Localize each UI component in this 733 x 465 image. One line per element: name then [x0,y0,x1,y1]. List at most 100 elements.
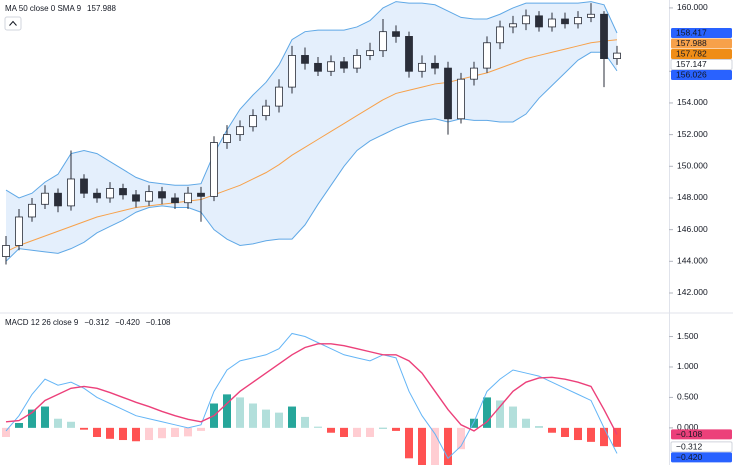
histogram-bar [405,427,413,459]
histogram-bar [2,427,10,437]
candle-body [483,42,491,69]
candle-body [223,134,231,143]
y-tick-label: 148.000 [677,192,708,202]
candle-body [106,188,114,199]
y-tick-label: 144.000 [677,256,708,266]
histogram-bar [470,418,478,428]
y-tick-label: 0.000 [677,422,699,432]
candle-body [54,192,62,207]
price-badge-label: −0.420 [676,452,703,462]
histogram-bar [15,422,23,428]
histogram-bar [587,427,595,442]
price-badge-label: 157.988 [676,38,707,48]
candle-body [145,191,153,202]
histogram-bar [93,427,101,437]
candle-body [379,31,387,52]
price-badge-label: 158.417 [676,28,707,38]
macd-line [5,332,618,460]
histogram-bar [379,427,387,429]
histogram-bar [54,418,62,428]
candle-body [392,31,400,37]
candle-body [67,178,75,207]
histogram-bar [288,406,296,428]
histogram-bar [197,427,205,431]
price-badge-label: 156.026 [676,70,707,80]
histogram-bar [522,418,530,428]
collapse-icon [9,20,17,26]
price-badge-label: −0.108 [676,429,703,439]
candle-body [574,17,582,25]
histogram-bar [392,427,400,431]
candle-body [314,62,322,72]
histogram-bar [613,427,621,447]
histogram-bar [106,427,114,439]
price-badge-label: −0.312 [676,442,703,452]
histogram-bar [262,409,270,428]
y-tick-label: 1.500 [677,331,699,341]
candle-body [457,78,465,120]
histogram-bar [275,412,283,428]
candle-body [444,67,452,120]
price-badge [671,38,732,49]
histogram-bar [418,427,426,465]
candle-body [41,192,49,205]
candle-body [496,26,504,44]
legend-value: −0.420 [115,318,140,327]
histogram-bar [574,427,582,441]
y-tick-label: 150.000 [677,161,708,171]
histogram-bar [236,397,244,428]
price-badge [671,429,732,440]
histogram-bar [509,406,517,428]
ma-line [5,39,618,253]
candle-body [431,62,439,69]
histogram-bar [67,421,75,428]
histogram-bar [483,397,491,428]
histogram-bar [431,427,439,465]
legend-value: −0.108 [146,318,171,327]
candle-body [548,18,556,28]
band-upper [5,1,618,199]
histogram-bar [158,427,166,439]
price-badge [670,58,733,70]
histogram-bar [301,416,309,428]
price-badge [670,441,733,453]
legend-label: MA 50 close 0 SMA 9 [5,4,82,13]
overlay-layer: MA 50 close 0 SMA 9 157.988158.417157.988… [4,4,733,463]
histogram-bar [314,426,322,428]
candle-body [587,13,595,18]
histogram-bar [535,426,543,428]
histogram-bar [457,427,465,450]
candle-body [93,192,101,199]
histogram-bar [80,427,88,430]
histogram-bar [249,403,257,428]
candle-body [158,191,166,199]
candle-body [2,245,10,257]
candle-body [509,23,517,28]
price-badge [671,69,732,80]
candle-body [197,192,205,197]
price-badge [671,48,732,59]
plot-layer: 142.000 144.000 146.000 148.000 150.000 152.0… [2,1,708,465]
collapse-button[interactable] [4,16,22,31]
candle-body [535,15,543,28]
histogram-bar [184,427,192,437]
candle-body [28,203,36,218]
histogram-bar [366,427,374,437]
candle-body [405,36,413,72]
candle-body [561,18,569,25]
signal-line [5,343,618,435]
histogram-bar [548,427,556,433]
y-tick-label: 160.000 [677,2,708,12]
candle-body [353,55,361,69]
histogram-bar [132,427,140,442]
candle-body [262,105,270,117]
y-tick-label: 152.000 [677,129,708,139]
histogram-bar [28,409,36,428]
y-tick-label: 0.500 [677,392,699,402]
histogram-bar [223,394,231,428]
candle-body [119,188,127,196]
histogram-bar [145,427,153,441]
candle-body [470,67,478,80]
legend-value: 157.988 [87,4,116,13]
